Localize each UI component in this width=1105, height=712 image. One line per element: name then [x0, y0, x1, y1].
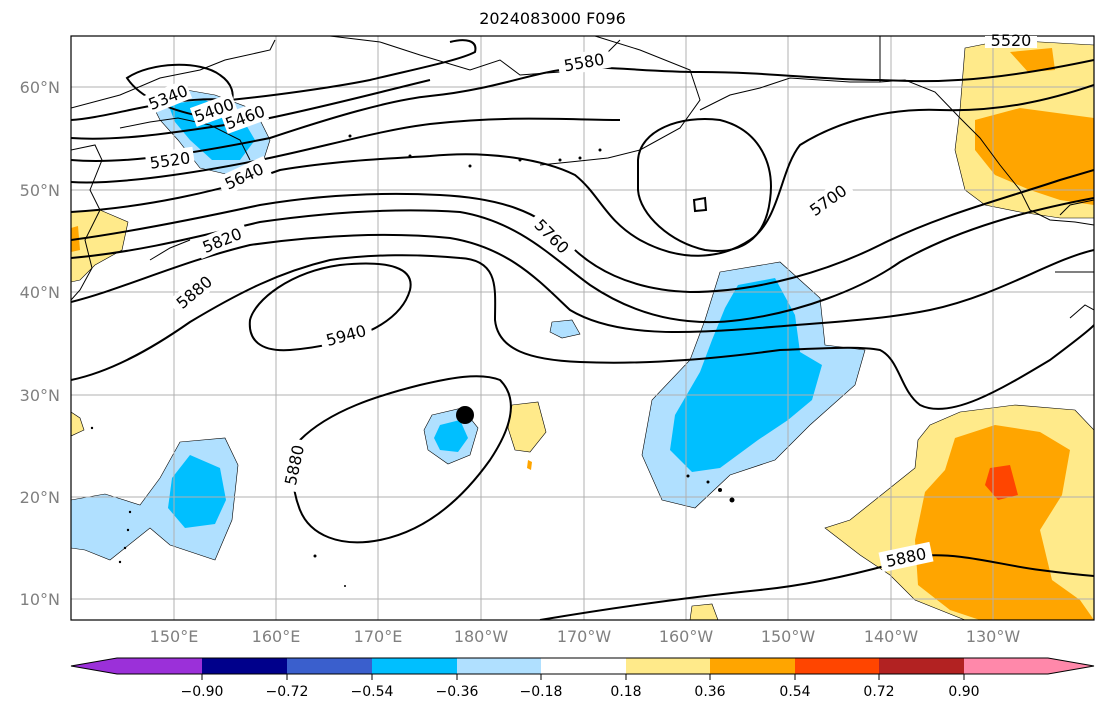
colorbar-segment-4	[457, 658, 541, 674]
lon-label-160e: 160°E	[252, 627, 301, 646]
lon-label-140w: 140°W	[864, 627, 919, 646]
colorbar-tick-1: −0.72	[266, 684, 309, 700]
latitude-labels: 60°N 50°N 40°N 30°N 20°N 10°N	[20, 78, 60, 609]
colorbar-segment-5	[541, 658, 626, 674]
lat-label-40n: 40°N	[20, 283, 60, 302]
lon-label-180w: 180°W	[454, 627, 509, 646]
lon-label-130w: 130°W	[966, 627, 1021, 646]
colorbar: −0.90 −0.72 −0.54 −0.36 −0.18 0.18 0.36 …	[70, 657, 1095, 700]
colorbar-segment-8	[795, 658, 879, 674]
colorbar-segment-1	[202, 658, 287, 674]
map-title: 2024083000 F096	[479, 9, 626, 28]
colorbar-tick-3: −0.36	[436, 684, 479, 700]
lon-label-160w: 160°W	[659, 627, 714, 646]
colorbar-tick-9: 0.90	[948, 684, 979, 700]
colorbar-tick-5: 0.18	[610, 684, 641, 700]
lon-label-170w: 170°W	[557, 627, 612, 646]
lon-label-150e: 150°E	[150, 627, 199, 646]
longitude-labels: 150°E 160°E 170°E 180°W 170°W 160°W 150°…	[150, 627, 1021, 646]
contour-label-partial: 5520	[991, 31, 1032, 50]
lon-label-150w: 150°W	[761, 627, 816, 646]
colorbar-segment-10	[964, 658, 1094, 674]
colorbar-tick-6: 0.36	[694, 684, 725, 700]
colorbar-tick-4: −0.18	[520, 684, 563, 700]
colorbar-tick-8: 0.72	[863, 684, 894, 700]
map-plot-area	[71, 36, 1094, 620]
contour-labels: 5340 5400 5460 5520 5580 5640 5700 5760 …	[143, 31, 1037, 573]
colorbar-segment-6	[626, 658, 710, 674]
colorbar-tick-2: −0.54	[351, 684, 394, 700]
colorbar-segment-0	[71, 658, 202, 674]
colorbar-segment-9	[879, 658, 964, 674]
lat-label-50n: 50°N	[20, 181, 60, 200]
lat-label-60n: 60°N	[20, 78, 60, 97]
map-frame	[70, 35, 1095, 621]
lat-label-20n: 20°N	[20, 488, 60, 507]
lon-label-170e: 170°E	[354, 627, 403, 646]
colorbar-tick-0: −0.90	[181, 684, 224, 700]
colorbar-segment-2	[287, 658, 372, 674]
lat-label-30n: 30°N	[20, 386, 60, 405]
lat-label-10n: 10°N	[20, 590, 60, 609]
islands	[90, 134, 735, 587]
marker-dot	[456, 406, 474, 424]
colorbar-segment-7	[710, 658, 795, 674]
colorbar-tick-7: 0.54	[779, 684, 810, 700]
colorbar-segment-3	[372, 658, 457, 674]
